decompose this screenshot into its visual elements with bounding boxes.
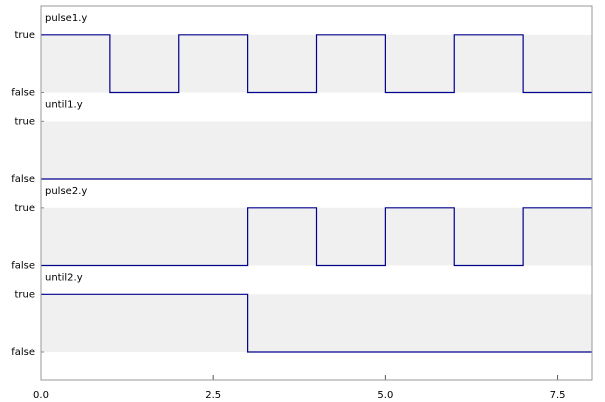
- y-tick-label: true: [14, 203, 35, 214]
- panel-title: pulse2.y: [45, 186, 87, 197]
- panel-title: pulse1.y: [45, 13, 87, 24]
- y-tick-label: false: [11, 88, 35, 99]
- y-tick-label: false: [11, 347, 35, 358]
- plot-frame: [40, 5, 593, 381]
- step-line: [41, 293, 592, 353]
- y-tick-label: true: [14, 289, 35, 300]
- band: [41, 294, 592, 352]
- step-line: [41, 34, 592, 94]
- y-tick-label: false: [11, 174, 35, 185]
- x-tick-label: 0.0: [33, 390, 49, 401]
- step-line: [41, 207, 592, 267]
- panel-title: until1.y: [45, 100, 83, 111]
- x-tick-label: 2.5: [205, 390, 221, 401]
- panel-title: until2.y: [45, 273, 83, 284]
- x-tick-label: 7.5: [550, 390, 566, 401]
- y-tick-label: true: [14, 30, 35, 41]
- band: [41, 121, 592, 179]
- x-tick-label: 5.0: [377, 390, 393, 401]
- y-tick-label: true: [14, 116, 35, 127]
- y-tick-label: false: [11, 261, 35, 272]
